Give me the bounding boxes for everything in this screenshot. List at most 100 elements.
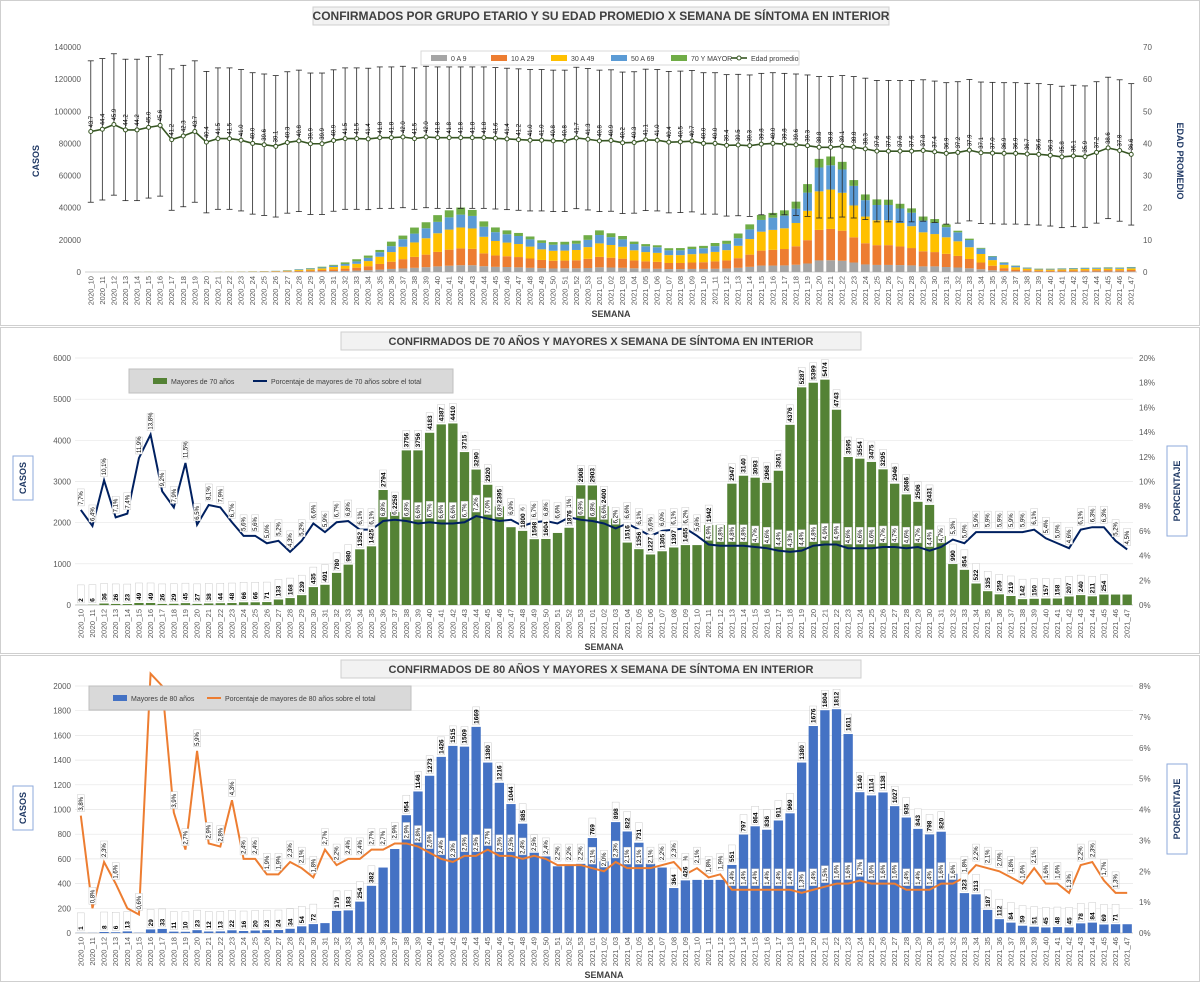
x-tick-label: 2021_43 [1076, 609, 1085, 638]
bar-segment [976, 247, 986, 249]
bar-segment [953, 241, 963, 256]
bar-segment [884, 245, 893, 265]
bar-segment [606, 245, 616, 258]
line-data-label: 37.1 [979, 136, 985, 148]
bar-label-box [809, 362, 817, 381]
bar [727, 864, 737, 933]
bar-segment [1115, 270, 1125, 272]
bar-segment [641, 246, 651, 253]
bar-label-box [658, 531, 666, 550]
x-tick-label: 2021_04 [630, 276, 639, 305]
y2-tick-label: 6% [1139, 744, 1151, 753]
bar [1006, 922, 1016, 933]
bar-segment [1011, 269, 1021, 272]
bar-segment [826, 228, 836, 261]
x-tick-label: 2021_31 [937, 609, 946, 638]
bar [796, 762, 807, 933]
bar-label: 1114 [869, 778, 876, 792]
bar-label-box [77, 584, 85, 604]
chart-title: CONFIRMADOS POR GRUPO ETARIO Y SU EDAD P… [313, 8, 890, 23]
line-point [932, 149, 938, 155]
line-point [724, 142, 730, 148]
x-tick-label: 2021_20 [809, 937, 818, 966]
pct-label-box [216, 825, 225, 843]
line-point [943, 150, 949, 156]
line-data-label: 41.2 [517, 123, 523, 135]
x-tick-label: 2021_31 [937, 937, 946, 966]
legend-label: Porcentaje de mayores de 80 años sobre e… [225, 696, 376, 703]
bar-segment [780, 249, 789, 266]
bar-label-box [1053, 578, 1062, 597]
x-tick-label: 2020_27 [283, 276, 292, 305]
bar-segment [710, 243, 720, 247]
bar [355, 901, 365, 933]
bar [1087, 596, 1097, 605]
bar-label-box [484, 742, 492, 761]
x-tick-label: 2021_10 [693, 609, 702, 638]
bar-label-box [902, 797, 910, 816]
line-data-label: 38.8 [852, 131, 858, 143]
pct-label-box [844, 526, 852, 545]
bar-segment [618, 236, 627, 240]
x-tick-label: 2021_19 [803, 276, 812, 305]
line-point [307, 141, 313, 147]
bar [1006, 595, 1016, 605]
line-point [700, 140, 706, 146]
x-tick-label: 2020_40 [425, 609, 434, 638]
bar-label: 1273 [427, 758, 434, 773]
pct-label: 7,4% [125, 494, 131, 508]
bar-label: 48 [229, 592, 236, 600]
bar-segment [386, 268, 396, 272]
line-data-label: 36.7 [1025, 138, 1031, 150]
bar-segment [745, 224, 755, 230]
line-point [1128, 151, 1134, 157]
y-axis-title-box [12, 785, 34, 831]
x-tick-label: 2020_48 [518, 937, 527, 966]
bar-label-box [867, 775, 876, 794]
line-data-label: 41.5 [343, 122, 349, 134]
bar-segment [999, 268, 1009, 271]
pct-label: 2,3% [1090, 843, 1096, 857]
bar-segment [525, 239, 535, 247]
bar-label-box [228, 910, 236, 929]
bar [529, 539, 539, 605]
bar-segment [756, 214, 766, 220]
pct-label: 1,9% [276, 855, 282, 869]
line-data-label: 40.0 [251, 127, 257, 139]
pct-label-box [274, 519, 283, 537]
pct-label-box [658, 509, 666, 528]
y-tick-label: 2000 [53, 519, 71, 528]
bar-label-box [681, 860, 690, 879]
bar-segment [467, 228, 477, 249]
bar-segment [491, 227, 500, 233]
pct-label: 5,2% [300, 521, 306, 535]
y2-tick-label: 20 [1143, 204, 1152, 213]
bar-label-box [216, 582, 225, 602]
pct-label-box [600, 850, 608, 868]
y2-tick-label: 60 [1143, 75, 1152, 84]
bar-label: 150 [1031, 585, 1038, 596]
bar-segment [294, 270, 304, 271]
pct-label-box [88, 887, 97, 905]
pct-label-box [437, 837, 445, 856]
y2-axis-title-box [1166, 445, 1188, 537]
pct-label-box [170, 791, 178, 809]
bar-label-box [111, 583, 120, 603]
pct-label: 6,1% [358, 510, 364, 524]
pct-label: 6,2% [614, 509, 620, 523]
pct-label-box [1053, 862, 1062, 880]
bar-label: 798 [927, 820, 934, 831]
bar-segment [1080, 270, 1090, 272]
x-tick-label: 2020_24 [239, 609, 248, 638]
line-point [284, 139, 290, 145]
bar [250, 930, 260, 933]
y2-tick-label: 12% [1139, 453, 1155, 462]
pct-label-box [763, 868, 771, 886]
x-tick-label: 2020_13 [121, 276, 130, 305]
pct-label-box [1007, 510, 1015, 529]
x-tick-label: 2020_30 [317, 276, 326, 305]
pct-label-box [239, 837, 248, 856]
bar-label: 66 [252, 592, 259, 600]
pct-label: 3,8% [79, 796, 85, 810]
x-tick-label: 2020_42 [448, 609, 457, 638]
